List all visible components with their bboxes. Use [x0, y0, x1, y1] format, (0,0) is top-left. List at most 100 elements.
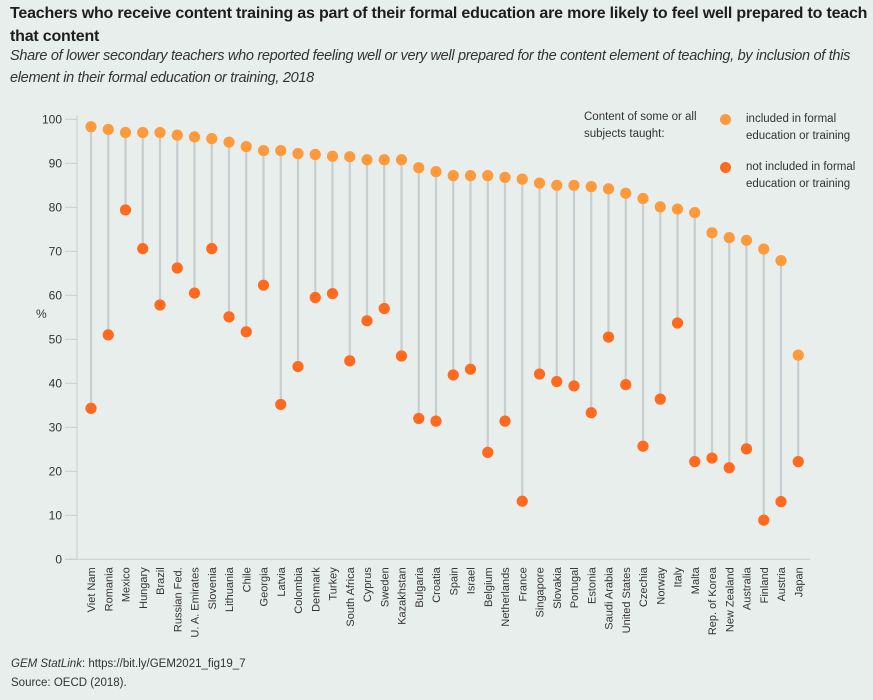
dot-included: [758, 243, 770, 255]
x-category-label: Cyprus: [362, 567, 374, 602]
x-category-label: Slovenia: [207, 566, 219, 609]
dot-not-included: [758, 514, 770, 526]
dot-not-included: [188, 287, 201, 299]
x-category-label: Italy: [673, 567, 685, 588]
dot-included: [585, 181, 597, 193]
x-category-label: Slovakia: [552, 566, 564, 608]
dot-not-included: [792, 456, 804, 468]
dot-included: [275, 144, 287, 157]
dot-included: [482, 170, 494, 182]
dot-not-included: [240, 326, 252, 338]
x-category-label: Singapore: [535, 567, 547, 617]
x-category-label: Lithuania: [224, 566, 236, 612]
dot-included: [654, 201, 666, 213]
x-category-label: Rep. of Korea: [707, 566, 719, 635]
x-category-label: Viet Nam: [86, 567, 98, 612]
dot-included: [637, 192, 649, 205]
legend-dot-included: [720, 114, 731, 125]
dot-not-included: [257, 279, 270, 291]
dot-not-included: [499, 415, 511, 427]
dot-included: [395, 154, 408, 166]
dot-not-included: [533, 368, 546, 380]
dot-not-included: [326, 287, 339, 300]
x-category-label: Kazakhstan: [397, 567, 409, 624]
x-category-label: Russian Fed.: [172, 567, 184, 632]
dot-included: [706, 227, 718, 239]
dot-included: [344, 151, 356, 163]
x-category-label: France: [517, 567, 529, 601]
dot-included: [533, 177, 546, 189]
dot-included: [102, 123, 114, 136]
x-category-label: Norway: [655, 567, 667, 605]
dot-included: [602, 183, 615, 195]
x-category-label: Saudi Arabia: [604, 566, 616, 629]
x-category-label: Hungary: [138, 567, 150, 609]
dot-not-included: [464, 363, 477, 375]
dot-not-included: [102, 329, 114, 341]
dot-included: [413, 162, 425, 174]
x-category-label: Israel: [466, 567, 478, 594]
x-category-label: Portugal: [569, 567, 581, 608]
dot-included: [464, 170, 477, 182]
x-category-label: Mexico: [121, 567, 133, 602]
y-tick-label: 60: [49, 288, 63, 302]
dot-not-included: [413, 412, 425, 425]
x-category-label: United States: [621, 567, 633, 634]
dot-included: [85, 121, 97, 133]
dot-included: [723, 232, 735, 244]
y-axis-label: %: [36, 307, 47, 321]
dot-not-included: [361, 315, 373, 327]
dot-included: [430, 166, 442, 178]
dot-not-included: [516, 495, 528, 507]
x-category-label: South Africa: [345, 566, 357, 626]
dot-included: [171, 129, 183, 141]
legend-dot-not-included: [720, 162, 731, 173]
dot-included: [206, 133, 218, 145]
x-category-label: Belgium: [483, 567, 495, 607]
x-category-label: Romania: [103, 566, 115, 611]
y-tick-label: 70: [49, 244, 63, 258]
dot-not-included: [223, 311, 235, 323]
x-category-label: Spain: [448, 567, 460, 595]
x-category-label: Finland: [759, 567, 771, 603]
y-tick-label: 90: [49, 156, 63, 170]
dot-included: [775, 254, 787, 267]
x-category-label: Australia: [742, 566, 754, 610]
dot-not-included: [137, 243, 149, 255]
x-category-label: Georgia: [259, 566, 271, 606]
y-tick-label: 80: [49, 200, 63, 214]
x-category-label: Sweden: [379, 567, 391, 607]
y-tick-label: 30: [49, 420, 63, 434]
dot-not-included: [620, 379, 632, 391]
chart-title: Teachers who receive content training as…: [10, 5, 868, 45]
dot-included: [257, 144, 270, 157]
x-category-label: Brazil: [155, 567, 167, 595]
dot-included: [378, 154, 390, 166]
dot-included: [240, 140, 252, 153]
dot-not-included: [654, 393, 666, 405]
dot-not-included: [637, 440, 649, 452]
dot-not-included: [671, 317, 684, 329]
source-note: Source: OECD (2018).: [11, 677, 127, 689]
x-category-label: Colombia: [293, 566, 305, 613]
x-category-label: Malta: [690, 566, 702, 594]
legend-heading: Content of some or all subjects taught:: [584, 111, 697, 140]
x-category-label: Denmark: [310, 567, 322, 612]
statlink: GEM StatLink: https://bit.ly/GEM2021_fig…: [11, 658, 246, 670]
dot-not-included: [482, 446, 494, 458]
legend-label-included: included in formal education or training: [746, 113, 851, 142]
statlink-url[interactable]: : https://bit.ly/GEM2021_fig19_7: [81, 658, 246, 670]
dot-included: [551, 179, 563, 191]
dot-included: [188, 131, 201, 143]
dot-not-included: [206, 243, 218, 255]
legend-item-not-included: not included in formal education or trai…: [720, 159, 866, 193]
dot-included: [499, 171, 511, 183]
dot-included: [119, 126, 132, 139]
dot-included: [326, 150, 339, 162]
dot-included: [792, 349, 804, 361]
dot-included: [689, 206, 701, 219]
dot-included: [292, 148, 304, 160]
dot-not-included: [706, 452, 718, 464]
x-category-label: Netherlands: [500, 567, 512, 627]
dot-not-included: [602, 331, 615, 343]
